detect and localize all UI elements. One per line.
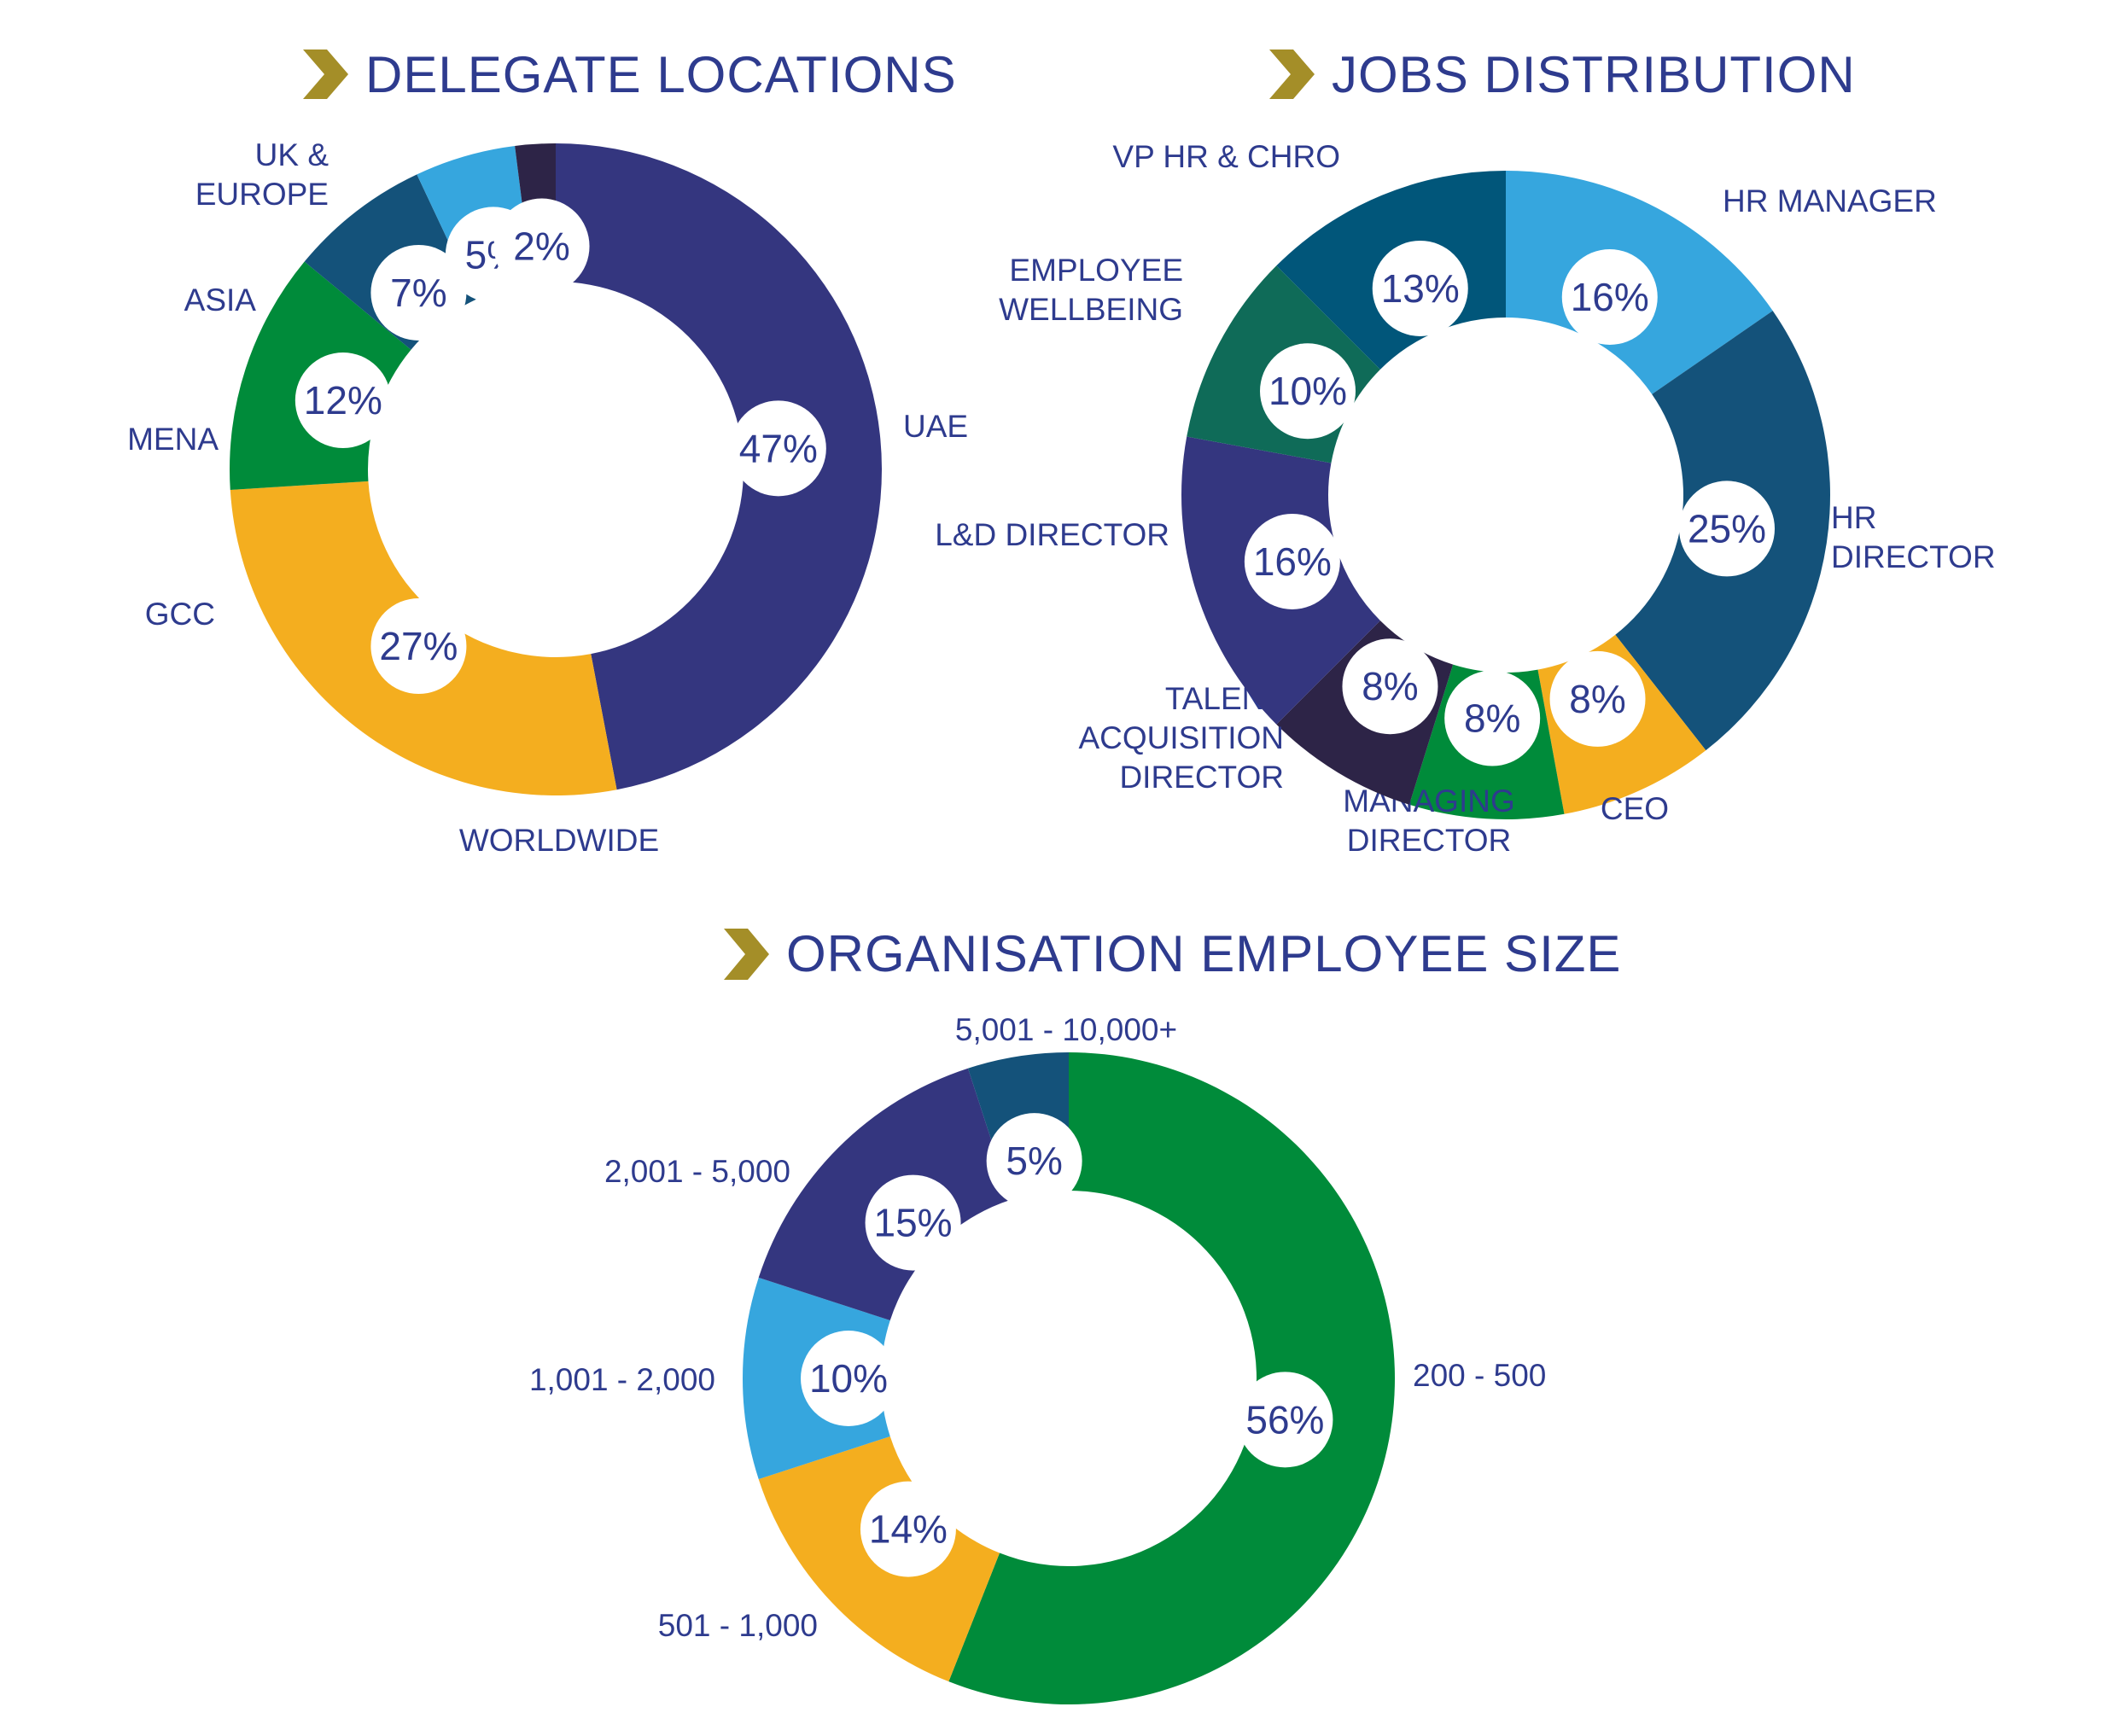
pct-label-uae: 47% [739,426,818,470]
category-label-vp-hr-and-chro: VP HR & CHRO [1112,139,1340,174]
category-label-501-1-000: 501 - 1,000 [658,1608,818,1643]
category-label-5-001-10-000: 5,001 - 10,000+ [955,1012,1177,1047]
pct-label-managing-director: 8% [1464,696,1520,741]
pct-bubble-managing-director [1444,670,1541,766]
pct-label-200-500: 56% [1245,1397,1324,1442]
category-label-asia: ASIA [184,283,257,317]
delegate-locations-title: DELEGATE LOCATIONS [365,46,957,103]
pct-bubble-landd-director [1244,513,1340,609]
organisation-employee-size-donut: 56% 200 - 500 14% 501 - 1,000 10% 1,001 - 2,0… [529,1012,1546,1705]
pct-label-talent-acquisition-director: 8% [1362,664,1418,708]
organisation-employee-size-title: ORGANISATION EMPLOYEE SIZE [786,925,1621,982]
pct-bubble-5-001-10-000 [986,1113,1082,1209]
pct-label-uk-and-europe: 2% [513,224,569,269]
chevron-right-icon [1269,50,1315,99]
pct-label-5-001-10-000: 5% [1006,1139,1062,1183]
category-label-uk-and-europe: UK & EUROPE [195,137,330,212]
pct-label-landd-director: 16% [1253,539,1332,584]
pct-bubble-talent-acquisition-director [1342,638,1438,735]
pct-label-gcc: 12% [304,378,382,422]
pct-label-2-001-5-000: 15% [874,1201,953,1245]
pct-label-1-001-2-000: 10% [809,1356,888,1401]
category-label-2-001-5-000: 2,001 - 5,000 [604,1154,790,1189]
slice-200-500 [948,1052,1395,1705]
category-label-landd-director: L&D DIRECTOR [935,517,1169,552]
delegate-locations-donut: 47% UAE27%WORLDWIDE12%GCC7%MENA5%ASIA2%UK… [127,137,968,858]
category-label-gcc: GCC [145,597,215,632]
pct-label-worldwide: 27% [379,624,458,668]
jobs-distribution-heading: JOBS DISTRIBUTION [1269,46,1856,103]
pct-label-mena: 7% [390,271,446,315]
pct-bubble-501-1-000 [860,1481,956,1577]
pct-label-hr-director: 25% [1688,506,1766,551]
category-label-200-500: 200 - 500 [1413,1358,1546,1393]
pct-label-501-1-000: 14% [869,1507,948,1552]
delegate-locations-heading: DELEGATE LOCATIONS [303,46,957,103]
category-label-uae: UAE [903,409,968,444]
pct-bubble-worldwide [370,598,467,695]
category-label-managing-director: MANAGING DIRECTOR [1343,784,1514,858]
pct-label-hr-manager: 16% [1571,275,1649,319]
pct-bubble-uk-and-europe [493,198,590,294]
pct-bubble-hr-director [1679,481,1776,577]
pct-bubble-employee-wellbeing [1260,343,1356,440]
pct-label-vp-hr-and-chro: 13% [1381,266,1460,311]
pct-bubble-mena [370,244,467,341]
category-label-talent-acquisition-director: TALENT ACQUISITION DIRECTOR [1078,681,1284,795]
category-label-mena: MENA [127,422,219,457]
slice-uae [556,143,883,790]
organisation-employee-size-heading: ORGANISATION EMPLOYEE SIZE [724,925,1621,982]
pct-bubble-2-001-5-000 [865,1174,961,1271]
jobs-distribution-title: JOBS DISTRIBUTION [1332,46,1856,103]
chevron-right-icon [724,929,769,980]
category-label-employee-wellbeing: EMPLOYEE WELLBEING [999,253,1183,327]
category-label-ceo: CEO [1601,791,1669,826]
pct-bubble-hr-manager [1561,249,1658,346]
pct-bubble-vp-hr-and-chro [1372,240,1468,336]
category-label-hr-manager: HR MANAGER [1723,184,1937,218]
jobs-distribution-donut: 16% HR MANAGER 25% HR DIRECTOR 8% CEO 8% MANAGIN… [935,139,1995,858]
chevron-right-icon [303,50,348,99]
pct-bubble-gcc [295,352,391,449]
category-label-worldwide: WORLDWIDE [459,823,659,858]
pct-bubble-1-001-2-000 [801,1331,896,1426]
category-label-1-001-2-000: 1,001 - 2,000 [529,1362,715,1397]
pct-label-ceo: 8% [1569,677,1625,721]
category-label-hr-director: HR DIRECTOR [1831,500,1996,574]
pct-bubble-200-500 [1237,1372,1333,1468]
pct-label-employee-wellbeing: 10% [1268,369,1347,413]
pct-bubble-ceo [1549,650,1646,747]
pct-bubble-uae [730,400,826,497]
